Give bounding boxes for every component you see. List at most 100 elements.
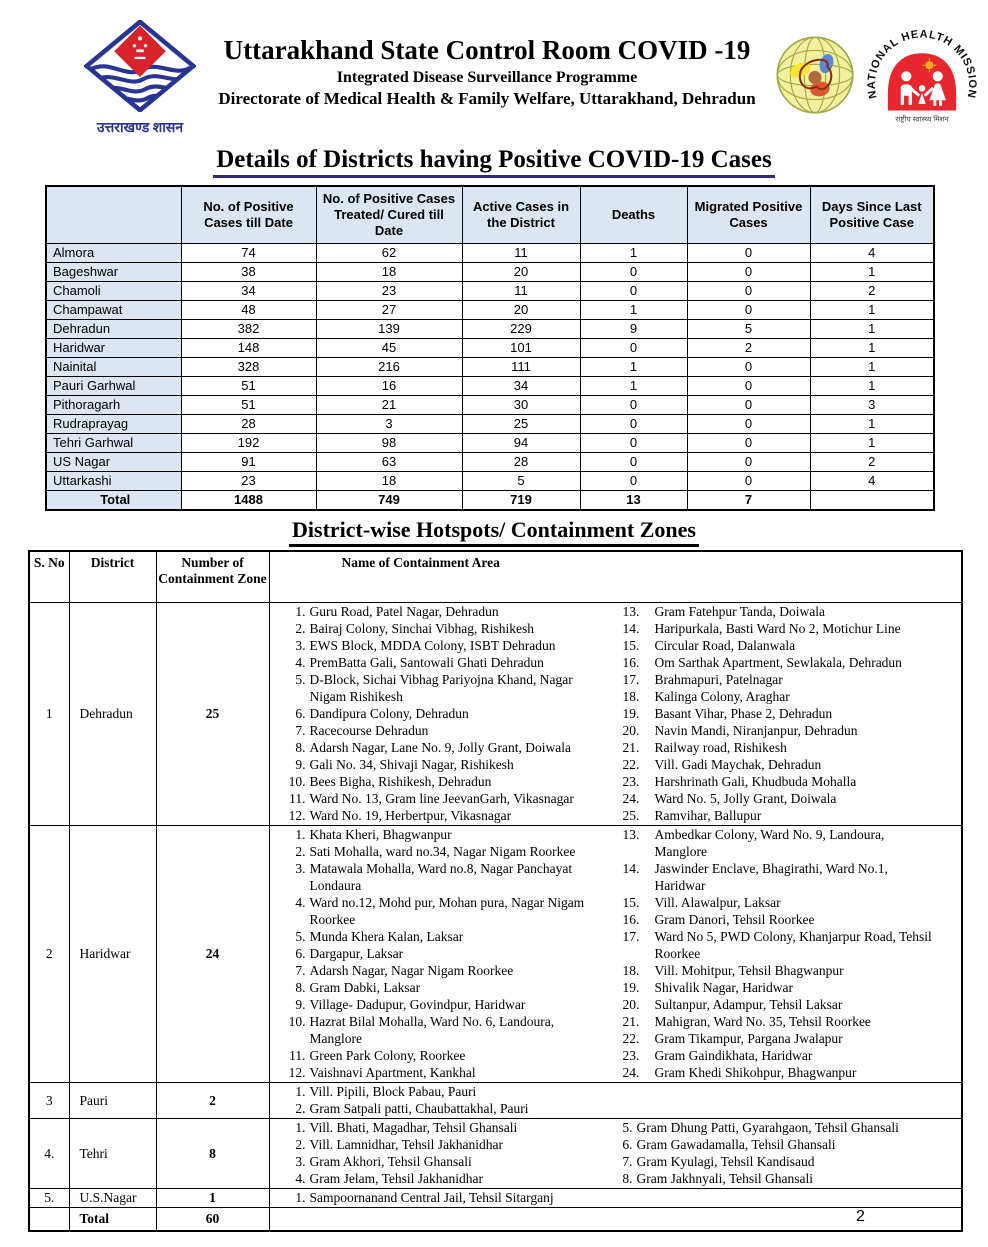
containment-row: 2 Haridwar 24 1. Khata Kheri, Bhagwanpur 2. Sa… bbox=[28, 825, 963, 1083]
item-text: Gram Fatehpur Tanda, Doiwala bbox=[654, 604, 826, 619]
item-number: 7. bbox=[295, 723, 306, 738]
district-cell: Total bbox=[45, 490, 182, 511]
containment-zones-table: S. No District Number of Containment Zone N… bbox=[28, 550, 963, 1232]
value-cell bbox=[809, 490, 935, 511]
column-header: Active Cases in the District bbox=[461, 185, 581, 244]
containment-zones-table-head: S. No District Number of Containment Zone N… bbox=[28, 550, 963, 603]
value-cell: 1 bbox=[809, 376, 935, 396]
containment-list: 1. Vill. Bhati, Magadhar, Tehsil Ghansali… bbox=[284, 1119, 609, 1187]
value-cell: 16 bbox=[315, 376, 463, 396]
value-cell: 21 bbox=[315, 395, 463, 415]
district-row: Pithoragarh 51 21 30 0 0 3 bbox=[45, 395, 935, 415]
containment-item: 25. Ramvihar, Ballupur bbox=[619, 807, 939, 824]
value-cell: 2 bbox=[809, 452, 935, 472]
item-number: 19. bbox=[622, 706, 640, 721]
containment-list: 1. Khata Kheri, Bhagwanpur 2. Sati Mohalla,… bbox=[284, 826, 609, 1081]
item-text: Ward no.12, Mohd pur, Mohan pura, Nagar … bbox=[309, 895, 585, 927]
district-cell: US Nagar bbox=[45, 452, 182, 472]
value-cell: 20 bbox=[461, 300, 581, 320]
item-number: 6. bbox=[295, 706, 306, 721]
value-cell: 328 bbox=[180, 357, 317, 377]
district-row: Pauri Garhwal 51 16 34 1 0 1 bbox=[45, 376, 935, 396]
item-number: 9. bbox=[295, 997, 306, 1012]
item-text: Bairaj Colony, Sinchai Vibhag, Rishikesh bbox=[309, 621, 535, 636]
containment-item: 3. Gram Akhori, Tehsil Ghansali bbox=[284, 1153, 609, 1170]
item-number: 14. bbox=[622, 861, 640, 876]
containment-row: 3 Pauri 2 1. Vill. Pipili, Block Pabau, Paur… bbox=[28, 1082, 963, 1119]
containment-list: 1. Vill. Pipili, Block Pabau, Pauri 2. Gram… bbox=[284, 1083, 609, 1117]
column-header: Number of Containment Zone bbox=[155, 550, 270, 603]
item-number: 25. bbox=[622, 808, 640, 823]
item-text: Gram Akhori, Tehsil Ghansali bbox=[309, 1154, 472, 1169]
serial-number-cell: 4. bbox=[28, 1118, 70, 1189]
item-number: 20. bbox=[622, 723, 640, 738]
containment-list: 1. Guru Road, Patel Nagar, Dehradun 2. Bair… bbox=[284, 603, 609, 824]
district-cell: U.S.Nagar bbox=[68, 1188, 157, 1208]
value-cell: 18 bbox=[315, 262, 463, 282]
zone-count-cell: 24 bbox=[155, 825, 270, 1083]
containment-item: 18. Kalinga Colony, Araghar bbox=[619, 688, 939, 705]
column-header: Days Since Last Positive Case bbox=[809, 185, 935, 244]
item-number: 4. bbox=[295, 895, 306, 910]
item-number: 17. bbox=[622, 929, 640, 944]
serial-number-cell: 2 bbox=[28, 825, 70, 1083]
containment-item: 16. Gram Danori, Tehsil Roorkee bbox=[619, 911, 939, 928]
value-cell: 34 bbox=[461, 376, 581, 396]
value-cell: 0 bbox=[579, 471, 688, 491]
page-number: 2 bbox=[856, 1208, 865, 1225]
value-cell: 51 bbox=[180, 395, 317, 415]
item-text: Adarsh Nagar, Nagar Nigam Roorkee bbox=[309, 963, 514, 978]
district-cell: Bageshwar bbox=[45, 262, 182, 282]
item-text: Ward No. 5, Jolly Grant, Doiwala bbox=[654, 791, 837, 806]
item-text: Bees Bigha, Rishikesh, Dehradun bbox=[309, 774, 492, 789]
item-number: 13. bbox=[622, 827, 640, 842]
district-row: Champawat 48 27 20 1 0 1 bbox=[45, 300, 935, 320]
district-row: Almora 74 62 11 1 0 4 bbox=[45, 243, 935, 263]
value-cell: 0 bbox=[686, 395, 811, 415]
page-subtitle-2: Directorate of Medical Health & Family W… bbox=[218, 89, 756, 108]
value-cell: 28 bbox=[461, 452, 581, 472]
containment-item: 1. Vill. Bhati, Magadhar, Tehsil Ghansali bbox=[284, 1119, 609, 1136]
item-text: Jaswinder Enclave, Bhagirathi, Ward No.1… bbox=[654, 861, 888, 893]
item-number: 12. bbox=[288, 808, 306, 823]
item-text: Vill. Mohitpur, Tehsil Bhagwanpur bbox=[654, 963, 844, 978]
value-cell: 91 bbox=[180, 452, 317, 472]
item-text: Vaishnavi Apartment, Kankhal bbox=[309, 1065, 476, 1080]
containment-item: 20. Navin Mandi, Niranjanpur, Dehradun bbox=[619, 722, 939, 739]
item-number: 1. bbox=[295, 827, 306, 842]
value-cell: 1 bbox=[809, 319, 935, 339]
containment-item: 21. Railway road, Rishikesh bbox=[619, 739, 939, 756]
district-row: Tehri Garhwal 192 98 94 0 0 1 bbox=[45, 433, 935, 453]
item-number: 3. bbox=[295, 861, 306, 876]
zone-count-cell: 25 bbox=[155, 602, 270, 826]
district-row: Rudraprayag 28 3 25 0 0 1 bbox=[45, 414, 935, 434]
value-cell: 216 bbox=[315, 357, 463, 377]
item-number: 3. bbox=[295, 638, 306, 653]
value-cell: 3 bbox=[315, 414, 463, 434]
header-row: No. of Positive Cases till Date No. of Po… bbox=[45, 185, 935, 244]
value-cell: 23 bbox=[315, 281, 463, 301]
containment-item: 13. Gram Fatehpur Tanda, Doiwala bbox=[619, 603, 939, 620]
positive-cases-table-head: No. of Positive Cases till Date No. of Po… bbox=[45, 185, 935, 244]
item-number: 5. bbox=[295, 672, 306, 687]
containment-item: 9. Village- Dadupur, Govindpur, Haridwar bbox=[284, 996, 609, 1013]
containment-item: 19. Basant Vihar, Phase 2, Dehradun bbox=[619, 705, 939, 722]
value-cell: 1 bbox=[579, 243, 688, 263]
item-number: 18. bbox=[622, 963, 640, 978]
containment-item: 21. Mahigran, Ward No. 35, Tehsil Roorkee bbox=[619, 1013, 939, 1030]
containment-row: 5. U.S.Nagar 1 1. Sampoornanand Central Jail… bbox=[28, 1188, 963, 1208]
containment-item: 2. Vill. Lamnidhar, Tehsil Jakhanidhar bbox=[284, 1136, 609, 1153]
containment-item: 20. Sultanpur, Adampur, Tehsil Laksar bbox=[619, 996, 939, 1013]
containment-item: 6. Dargapur, Laksar bbox=[284, 945, 609, 962]
item-number: 16. bbox=[622, 655, 640, 670]
containment-item: 23. Harshrinath Gali, Khudbuda Mohalla bbox=[619, 773, 939, 790]
containment-item: 6. Dandipura Colony, Dehradun bbox=[284, 705, 609, 722]
containment-item: 22. Gram Tikampur, Pargana Jwalapur bbox=[619, 1030, 939, 1047]
containment-row: 1 Dehradun 25 1. Guru Road, Patel Nagar, Deh… bbox=[28, 602, 963, 826]
item-number: 20. bbox=[622, 997, 640, 1012]
serial-number-cell: 3 bbox=[28, 1082, 70, 1119]
value-cell: 11 bbox=[461, 281, 581, 301]
item-number: 15. bbox=[622, 895, 640, 910]
value-cell: 1 bbox=[579, 300, 688, 320]
item-number: 15. bbox=[622, 638, 640, 653]
